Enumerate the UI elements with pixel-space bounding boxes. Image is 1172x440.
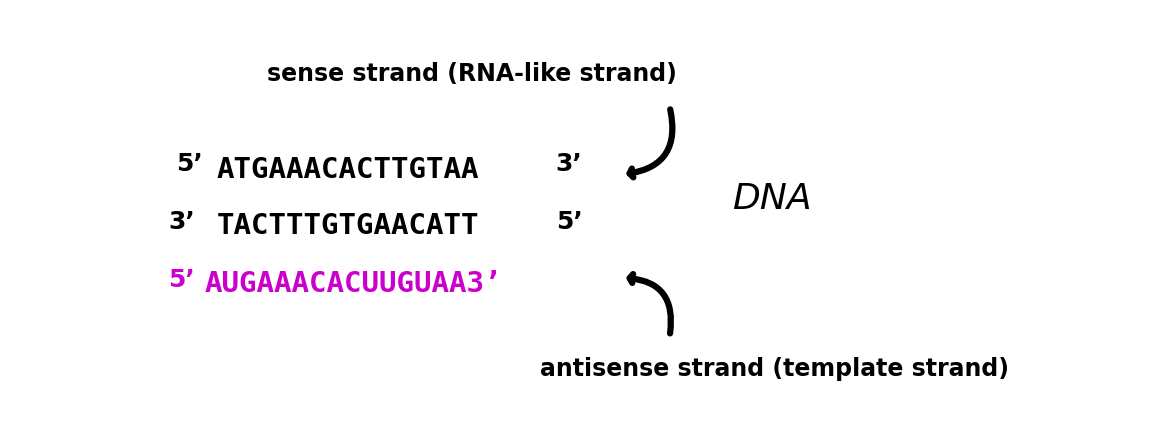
Text: 5’: 5’: [556, 210, 582, 234]
Text: 5’: 5’: [176, 152, 203, 176]
Text: TACTTTGTGAACATT: TACTTTGTGAACATT: [217, 212, 478, 240]
Text: sense strand (RNA-like strand): sense strand (RNA-like strand): [267, 62, 677, 86]
Text: 3’: 3’: [556, 152, 582, 176]
Text: antisense strand (template strand): antisense strand (template strand): [540, 356, 1009, 381]
Text: 3’: 3’: [169, 210, 195, 234]
Text: AUGAAACACUUGUAA3’: AUGAAACACUUGUAA3’: [205, 270, 502, 298]
Text: DNA: DNA: [731, 182, 811, 216]
Text: ATGAAACACTTGTAA: ATGAAACACTTGTAA: [217, 156, 478, 184]
Text: 5’: 5’: [169, 268, 195, 292]
